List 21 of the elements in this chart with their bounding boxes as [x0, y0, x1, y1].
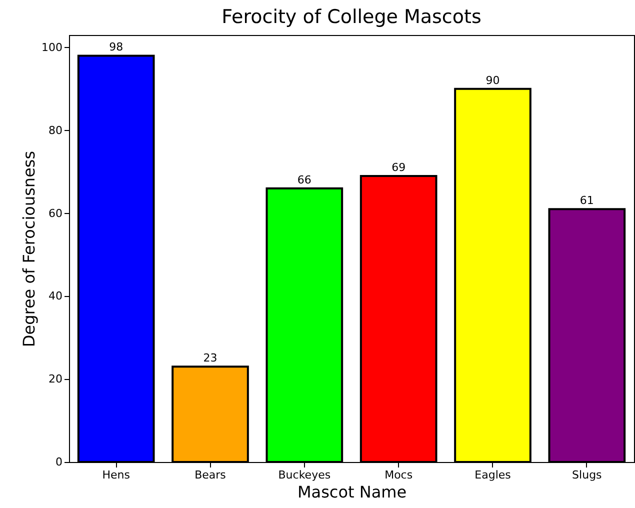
y-tick-label: 100 [42, 40, 62, 54]
y-axis-title: Degree of Ferociousness [20, 150, 39, 348]
x-tick-label: Buckeyes [278, 468, 331, 482]
data-label: 66 [297, 173, 312, 186]
x-tick-label: Mocs [384, 468, 413, 482]
data-label: 61 [580, 194, 594, 208]
y-tick-label: 20 [48, 372, 62, 386]
x-axis-title: Mascot Name [297, 482, 407, 502]
y-tick-label: 60 [48, 206, 62, 220]
data-label: 98 [109, 40, 124, 54]
x-tick-label: Eagles [474, 468, 512, 482]
data-label: 69 [392, 160, 406, 174]
y-tick-label: 0 [56, 456, 62, 468]
y-tick-label: 80 [48, 124, 62, 137]
data-label: 90 [486, 74, 500, 87]
data-label: 23 [203, 352, 218, 365]
x-tick-label: Hens [102, 468, 130, 482]
chart-title: Ferocity of College Mascots [222, 6, 482, 28]
y-tick-label: 40 [48, 290, 62, 303]
x-tick-label: Slugs [572, 468, 602, 482]
x-tick-label: Bears [194, 468, 226, 482]
